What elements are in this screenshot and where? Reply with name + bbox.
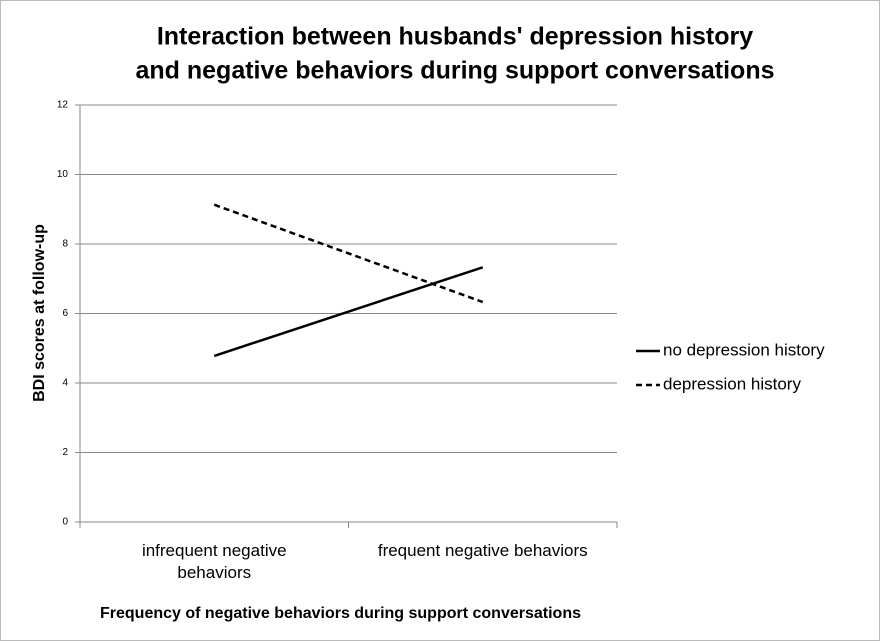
y-axis-label: BDI scores at follow-up bbox=[31, 224, 48, 402]
line-series bbox=[213, 203, 484, 304]
x-axis-label: Frequency of negative behaviors during s… bbox=[100, 605, 581, 622]
line-series bbox=[213, 266, 484, 358]
y-tick-label: 0 bbox=[62, 517, 68, 528]
legend-label: depression history bbox=[663, 374, 801, 393]
x-tick-label: frequent negative behaviors bbox=[377, 541, 588, 560]
y-tick-label: 10 bbox=[57, 169, 69, 180]
x-tick-label: infrequent negative behaviors bbox=[141, 541, 287, 582]
y-tick-label: 4 bbox=[62, 378, 68, 389]
y-tick-label: 6 bbox=[62, 308, 68, 319]
y-tick-label: 8 bbox=[62, 239, 68, 250]
y-tick-label: 12 bbox=[57, 100, 69, 111]
chart-title: and negative behaviors during support co… bbox=[135, 57, 774, 85]
legend-label: no depression history bbox=[663, 340, 825, 359]
y-tick-label: 2 bbox=[62, 447, 68, 458]
chart-title: Interaction between husbands' depression… bbox=[157, 23, 753, 51]
